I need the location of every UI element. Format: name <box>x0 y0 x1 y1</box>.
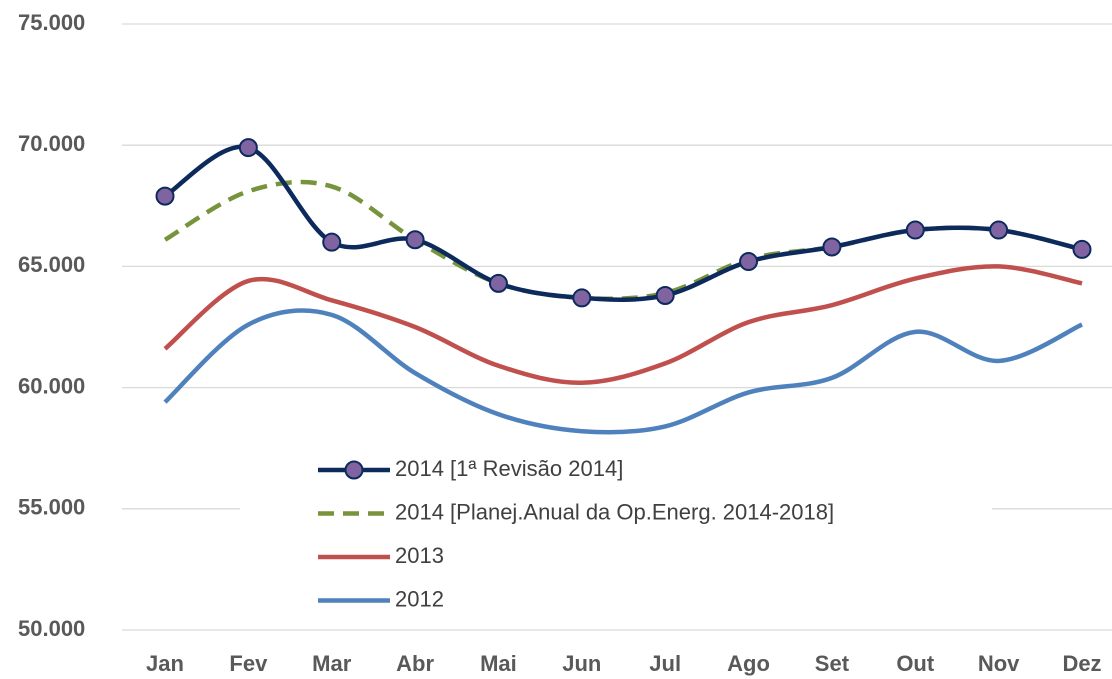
legend-box <box>240 452 992 614</box>
series-line <box>163 179 1083 302</box>
x-tick-label: Abr <box>396 651 434 676</box>
y-tick-label: 75.000 <box>18 10 85 35</box>
point-marker <box>989 220 1009 240</box>
x-tick-label: Mai <box>480 651 517 676</box>
series-line <box>163 264 1083 386</box>
x-tick-label: Dez <box>1062 651 1101 676</box>
x-tick-label: Jul <box>649 651 681 676</box>
legend-label: 2012 <box>395 586 444 611</box>
x-tick-label: Out <box>896 651 935 676</box>
y-tick-label: 65.000 <box>18 252 85 277</box>
y-tick-label: 70.000 <box>18 131 85 156</box>
point-marker <box>822 237 842 257</box>
point-marker <box>572 288 592 308</box>
x-tick-label: Set <box>815 651 850 676</box>
x-tick-label: Mar <box>312 651 352 676</box>
x-tick-label: Ago <box>727 651 770 676</box>
y-tick-label: 50.000 <box>18 616 85 641</box>
point-marker <box>488 273 508 293</box>
x-tick-label: Jan <box>146 651 184 676</box>
point-marker <box>905 220 925 240</box>
point-marker <box>322 232 342 252</box>
series-line <box>163 308 1083 435</box>
legend-label: 2013 <box>395 543 444 568</box>
x-tick-label: Nov <box>978 651 1020 676</box>
point-marker <box>238 138 258 158</box>
point-marker <box>405 230 425 250</box>
legend-marker <box>344 460 364 480</box>
point-marker <box>1072 239 1092 259</box>
series-line <box>163 144 1083 302</box>
legend-label: 2014 [Planej.Anual da Op.Energ. 2014-201… <box>395 499 834 524</box>
y-tick-label: 55.000 <box>18 495 85 520</box>
point-marker <box>655 285 675 305</box>
x-tick-label: Fev <box>229 651 268 676</box>
x-tick-label: Jun <box>562 651 601 676</box>
point-marker <box>739 252 759 272</box>
legend-label: 2014 [1ª Revisão 2014] <box>395 456 623 481</box>
y-tick-label: 60.000 <box>18 373 85 398</box>
point-marker <box>155 186 175 206</box>
